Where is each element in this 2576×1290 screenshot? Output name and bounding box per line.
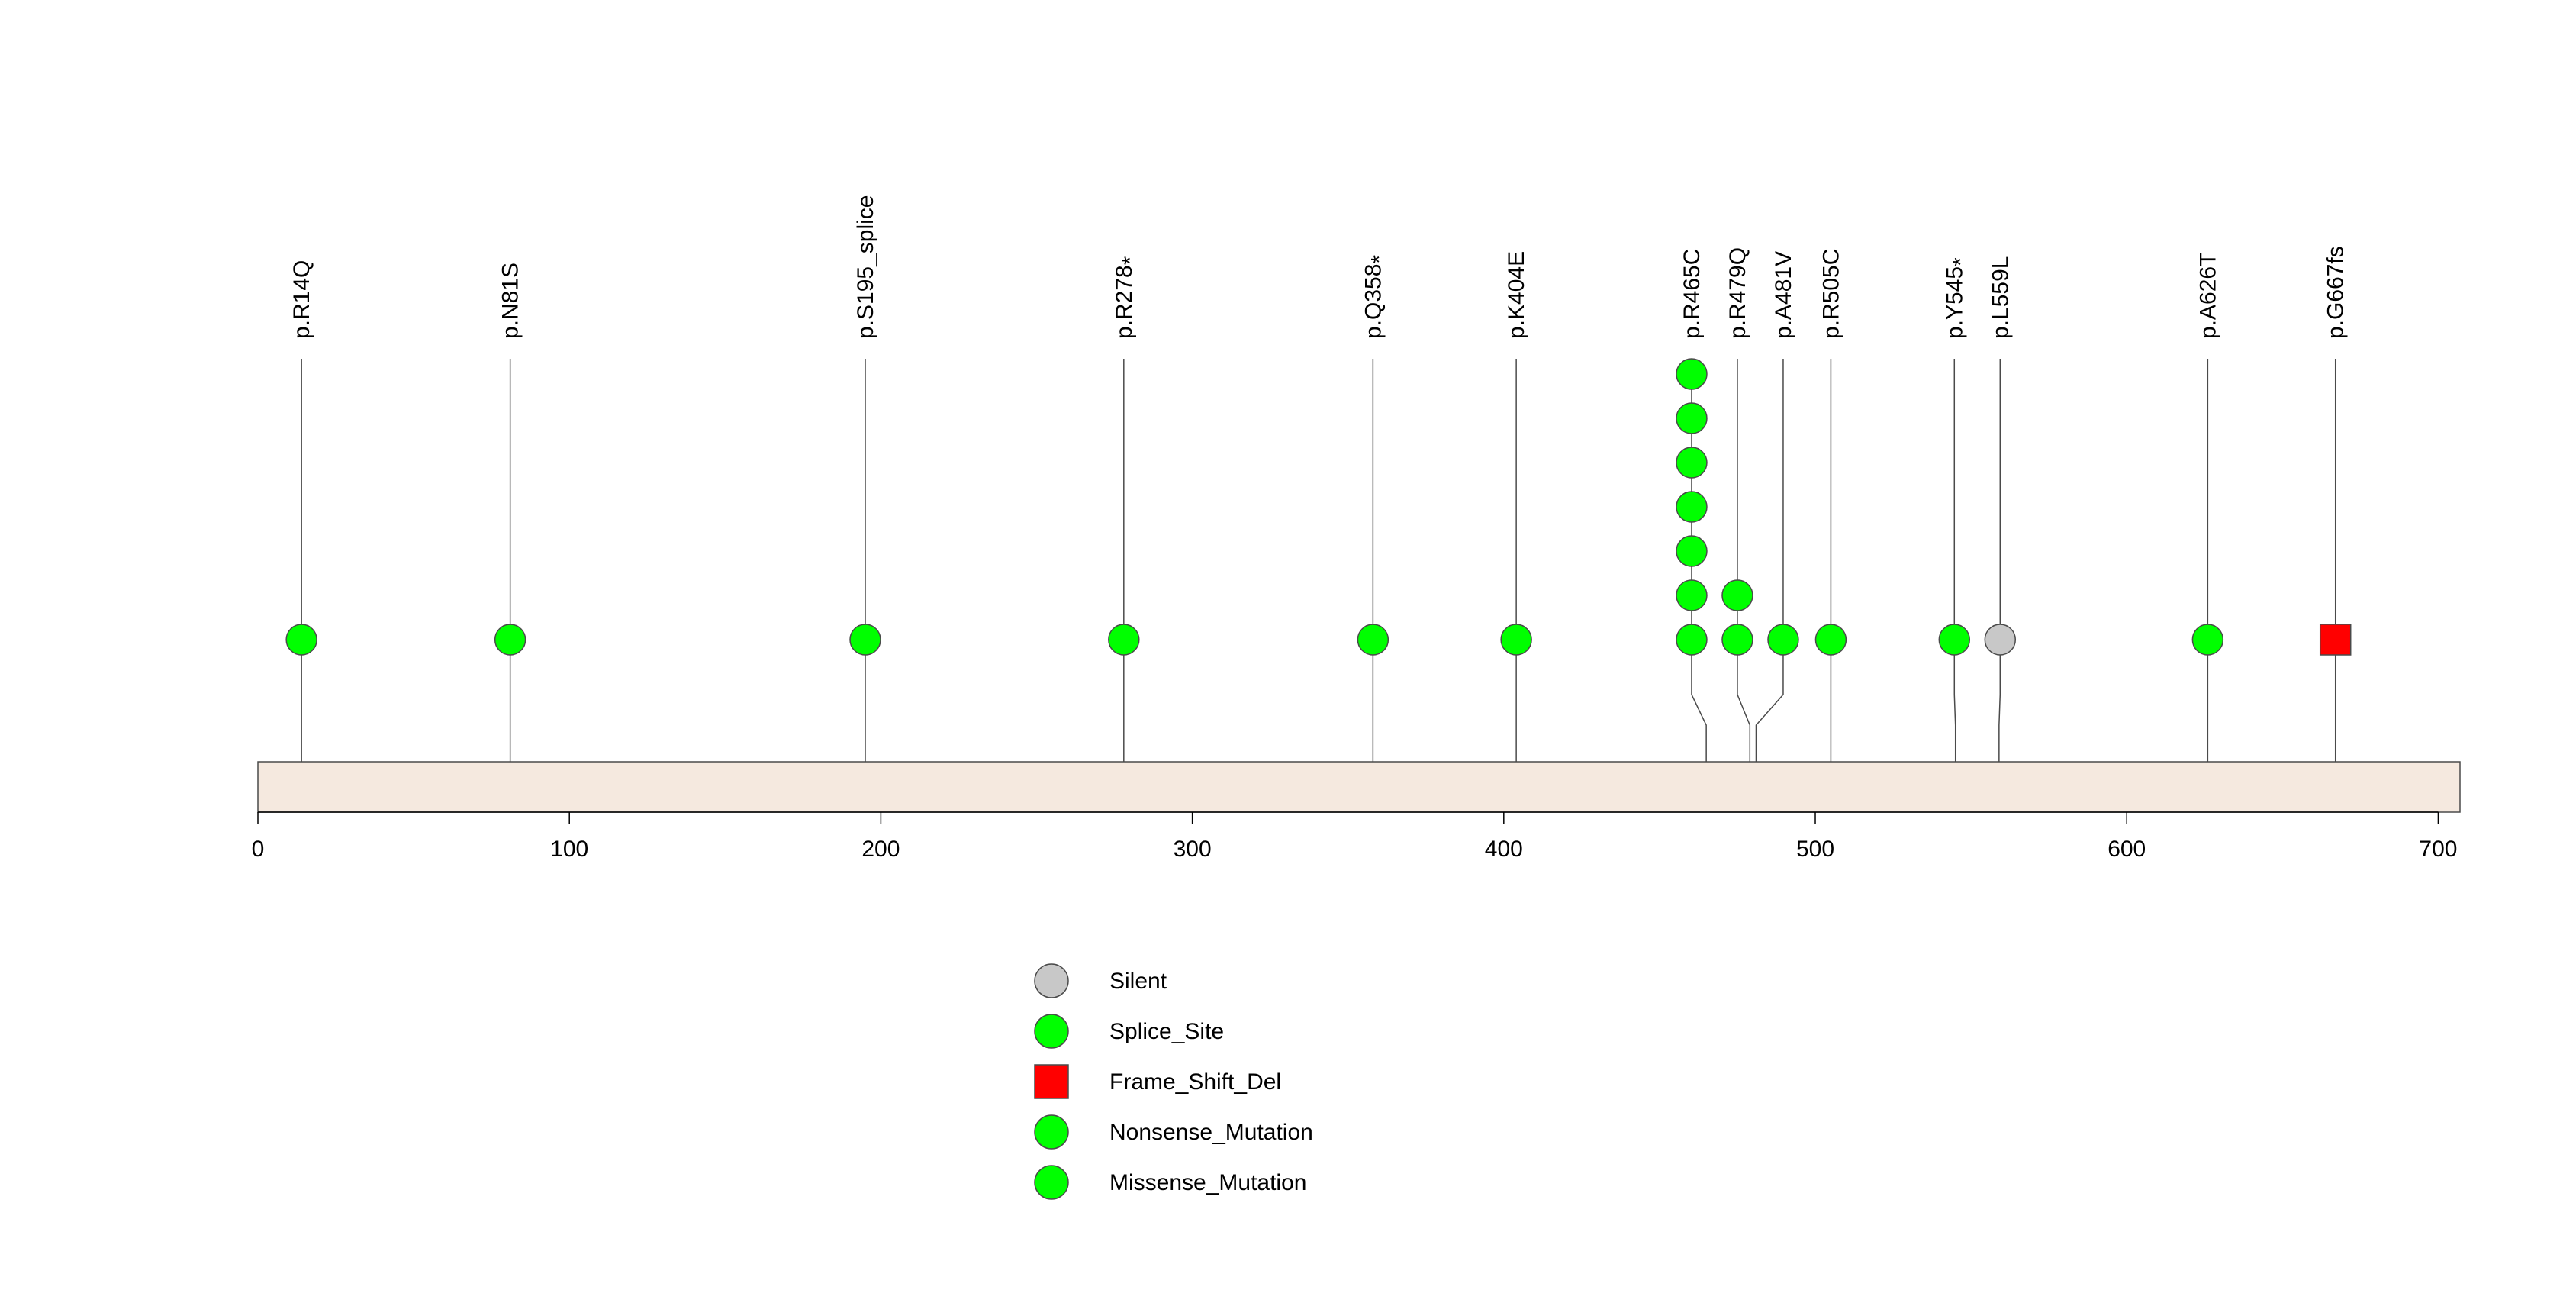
legend-label-nonsense-mutation: Nonsense_Mutation bbox=[1109, 1120, 1313, 1145]
nonsense-star-p-r278: * bbox=[1118, 256, 1143, 265]
mutation-label-p-a626t: p.A626T bbox=[2195, 253, 2220, 339]
mutation-label-p-r465c: p.R465C bbox=[1679, 249, 1705, 339]
nonsense-star-p-q358: * bbox=[1367, 255, 1392, 264]
marker-p-r505c-1 bbox=[1814, 624, 1847, 656]
stem-p-r479q bbox=[1737, 359, 1751, 762]
mutation-label-p-k404e: p.K404E bbox=[1504, 251, 1529, 339]
marker-p-g667fs-1 bbox=[2319, 624, 2352, 656]
marker-p-r465c-6 bbox=[1676, 402, 1708, 434]
lollipop-lines bbox=[301, 359, 2336, 812]
x-tick-label-0: 0 bbox=[252, 837, 265, 862]
x-tick-label-500: 500 bbox=[1796, 837, 1834, 862]
legend: Silent Splice_Site Frame_Shift_Del Nonsense… bbox=[1034, 963, 1313, 1200]
stem-p-r465c bbox=[1691, 359, 1707, 762]
marker-p-r465c-5 bbox=[1676, 447, 1708, 479]
legend-label-splice-site: Splice_Site bbox=[1109, 1019, 1224, 1044]
marker-p-q358-1 bbox=[1357, 624, 1389, 656]
protein-bar bbox=[257, 761, 2461, 813]
legend-label-frame-shift-del: Frame_Shift_Del bbox=[1109, 1069, 1281, 1095]
legend-label-missense-mutation: Missense_Mutation bbox=[1109, 1170, 1306, 1195]
mutation-label-p-l559l: p.L559L bbox=[1988, 256, 2013, 339]
x-tick-label-600: 600 bbox=[2107, 837, 2146, 862]
mutation-label-p-r14q: p.R14Q bbox=[289, 260, 314, 339]
mutation-labels: p.R14Q p.N81S p.S195_splice p.R278* p.Q358* p… bbox=[289, 195, 2349, 339]
marker-p-s195-splice-1 bbox=[849, 624, 881, 656]
marker-p-r465c-3 bbox=[1676, 535, 1708, 567]
mutation-label-p-q358: p.Q358* bbox=[1360, 255, 1392, 339]
stem-p-l559l bbox=[1998, 359, 2001, 762]
mutation-label-p-s195-splice: p.S195_splice bbox=[853, 195, 878, 339]
marker-p-r479q-2 bbox=[1721, 579, 1753, 611]
x-tick-label-700: 700 bbox=[2419, 837, 2457, 862]
marker-p-a481v-1 bbox=[1767, 624, 1799, 656]
mutation-label-p-r278: p.R278* bbox=[1112, 256, 1143, 339]
marker-p-r465c-1 bbox=[1676, 624, 1708, 656]
marker-p-r479q-1 bbox=[1721, 624, 1753, 656]
mutation-label-p-r479q: p.R479Q bbox=[1725, 247, 1750, 339]
x-tick-label-100: 100 bbox=[550, 837, 588, 862]
nonsense-star-p-y545: * bbox=[1948, 257, 1973, 266]
marker-p-k404e-1 bbox=[1500, 624, 1532, 656]
marker-p-a626t-1 bbox=[2191, 624, 2224, 656]
x-tick-label-400: 400 bbox=[1485, 837, 1523, 862]
legend-swatch-missense-mutation bbox=[1034, 1165, 1069, 1200]
legend-swatch-splice-site bbox=[1034, 1014, 1069, 1049]
marker-p-r465c-4 bbox=[1676, 491, 1708, 523]
x-tick-label-300: 300 bbox=[1174, 837, 1212, 862]
x-tick-label-200: 200 bbox=[861, 837, 900, 862]
stem-p-y545 bbox=[1953, 359, 1956, 762]
legend-swatch-frame-shift-del bbox=[1034, 1064, 1069, 1099]
mutation-label-p-r505c: p.R505C bbox=[1818, 249, 1843, 339]
marker-p-r278-1 bbox=[1108, 624, 1140, 656]
marker-p-r14q-1 bbox=[285, 624, 317, 656]
x-axis: 0 100 200 300 400 500 600 700 bbox=[252, 811, 2457, 862]
marker-p-r465c-7 bbox=[1676, 358, 1708, 390]
mutation-label-p-n81s: p.N81S bbox=[498, 263, 523, 339]
mutation-label-p-y545: p.Y545* bbox=[1942, 257, 1973, 339]
stem-p-a481v bbox=[1755, 359, 1784, 762]
marker-p-y545-1 bbox=[1938, 624, 1971, 656]
mutation-label-p-g667fs: p.G667fs bbox=[2323, 246, 2349, 339]
legend-label-silent: Silent bbox=[1109, 969, 1167, 994]
marker-p-r465c-2 bbox=[1676, 579, 1708, 611]
legend-swatch-silent bbox=[1034, 963, 1069, 998]
legend-swatch-nonsense-mutation bbox=[1034, 1114, 1069, 1150]
mutation-label-p-a481v: p.A481V bbox=[1771, 251, 1796, 339]
mutation-markers bbox=[285, 358, 2352, 656]
marker-p-n81s-1 bbox=[494, 624, 526, 656]
marker-p-l559l-1 bbox=[1984, 624, 2017, 656]
